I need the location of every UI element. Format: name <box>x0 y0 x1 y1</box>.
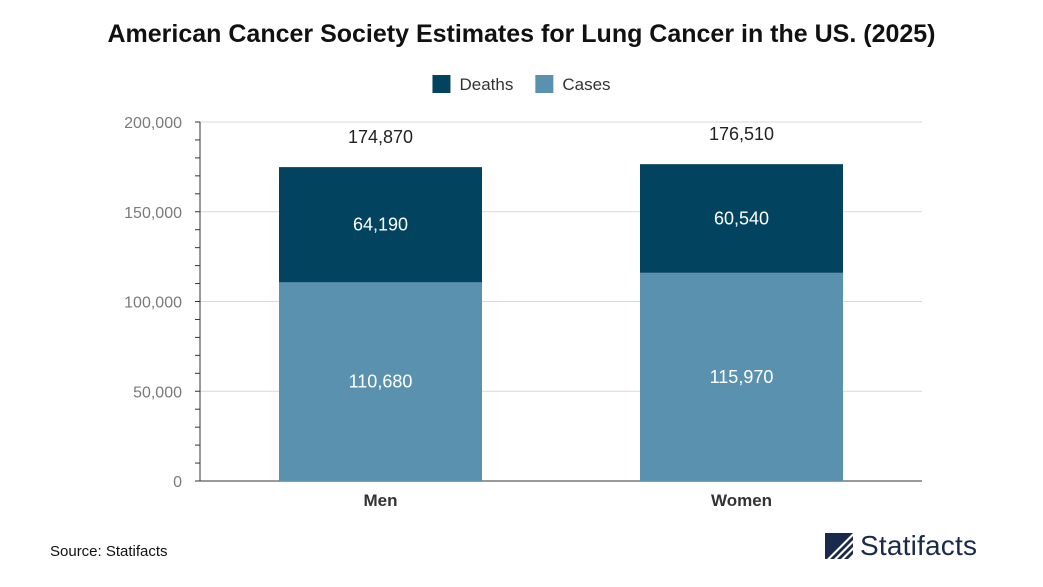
x-category-label: Men <box>364 491 398 510</box>
chart-title: American Cancer Society Estimates for Lu… <box>107 20 936 48</box>
y-tick-label: 50,000 <box>133 384 182 401</box>
data-label-cases-women: 115,970 <box>710 367 774 387</box>
bar-cases-women <box>640 272 843 481</box>
y-tick-label: 0 <box>173 474 182 491</box>
bars: 110,680 64,190 174,870 115,970 60,540 176,510 <box>279 124 843 481</box>
legend-swatch-cases <box>535 75 554 93</box>
legend-label: Deaths <box>459 75 513 94</box>
y-axis: 0 50,000 100,000 150,000 200,000 Men Women <box>124 115 922 510</box>
legend[interactable]: Deaths Cases <box>432 75 611 94</box>
y-tick-label: 100,000 <box>124 295 182 312</box>
brand-name: Statifacts <box>860 530 978 561</box>
y-tick-label: 150,000 <box>124 205 182 222</box>
y-tick-label: 200,000 <box>124 115 182 132</box>
bar-deaths-men <box>279 167 482 283</box>
source-note: Source: Statifacts <box>50 543 168 560</box>
total-label-men: 174,870 <box>348 127 413 147</box>
bar-cases-men <box>279 282 482 481</box>
legend-label: Cases <box>562 75 610 94</box>
data-label-deaths-women: 60,540 <box>714 208 769 228</box>
chart: 0 50,000 100,000 150,000 200,000 Men Women 110… <box>124 75 922 510</box>
total-label-women: 176,510 <box>709 124 774 144</box>
brand-logo-block: Statifacts <box>824 528 977 564</box>
legend-swatch-deaths <box>432 75 451 93</box>
statifacts-logo-icon <box>824 531 854 561</box>
data-label-deaths-men: 64,190 <box>353 215 408 235</box>
x-category-label: Women <box>711 491 772 510</box>
bar-deaths-women <box>640 164 843 273</box>
data-label-cases-men: 110,680 <box>349 372 413 392</box>
